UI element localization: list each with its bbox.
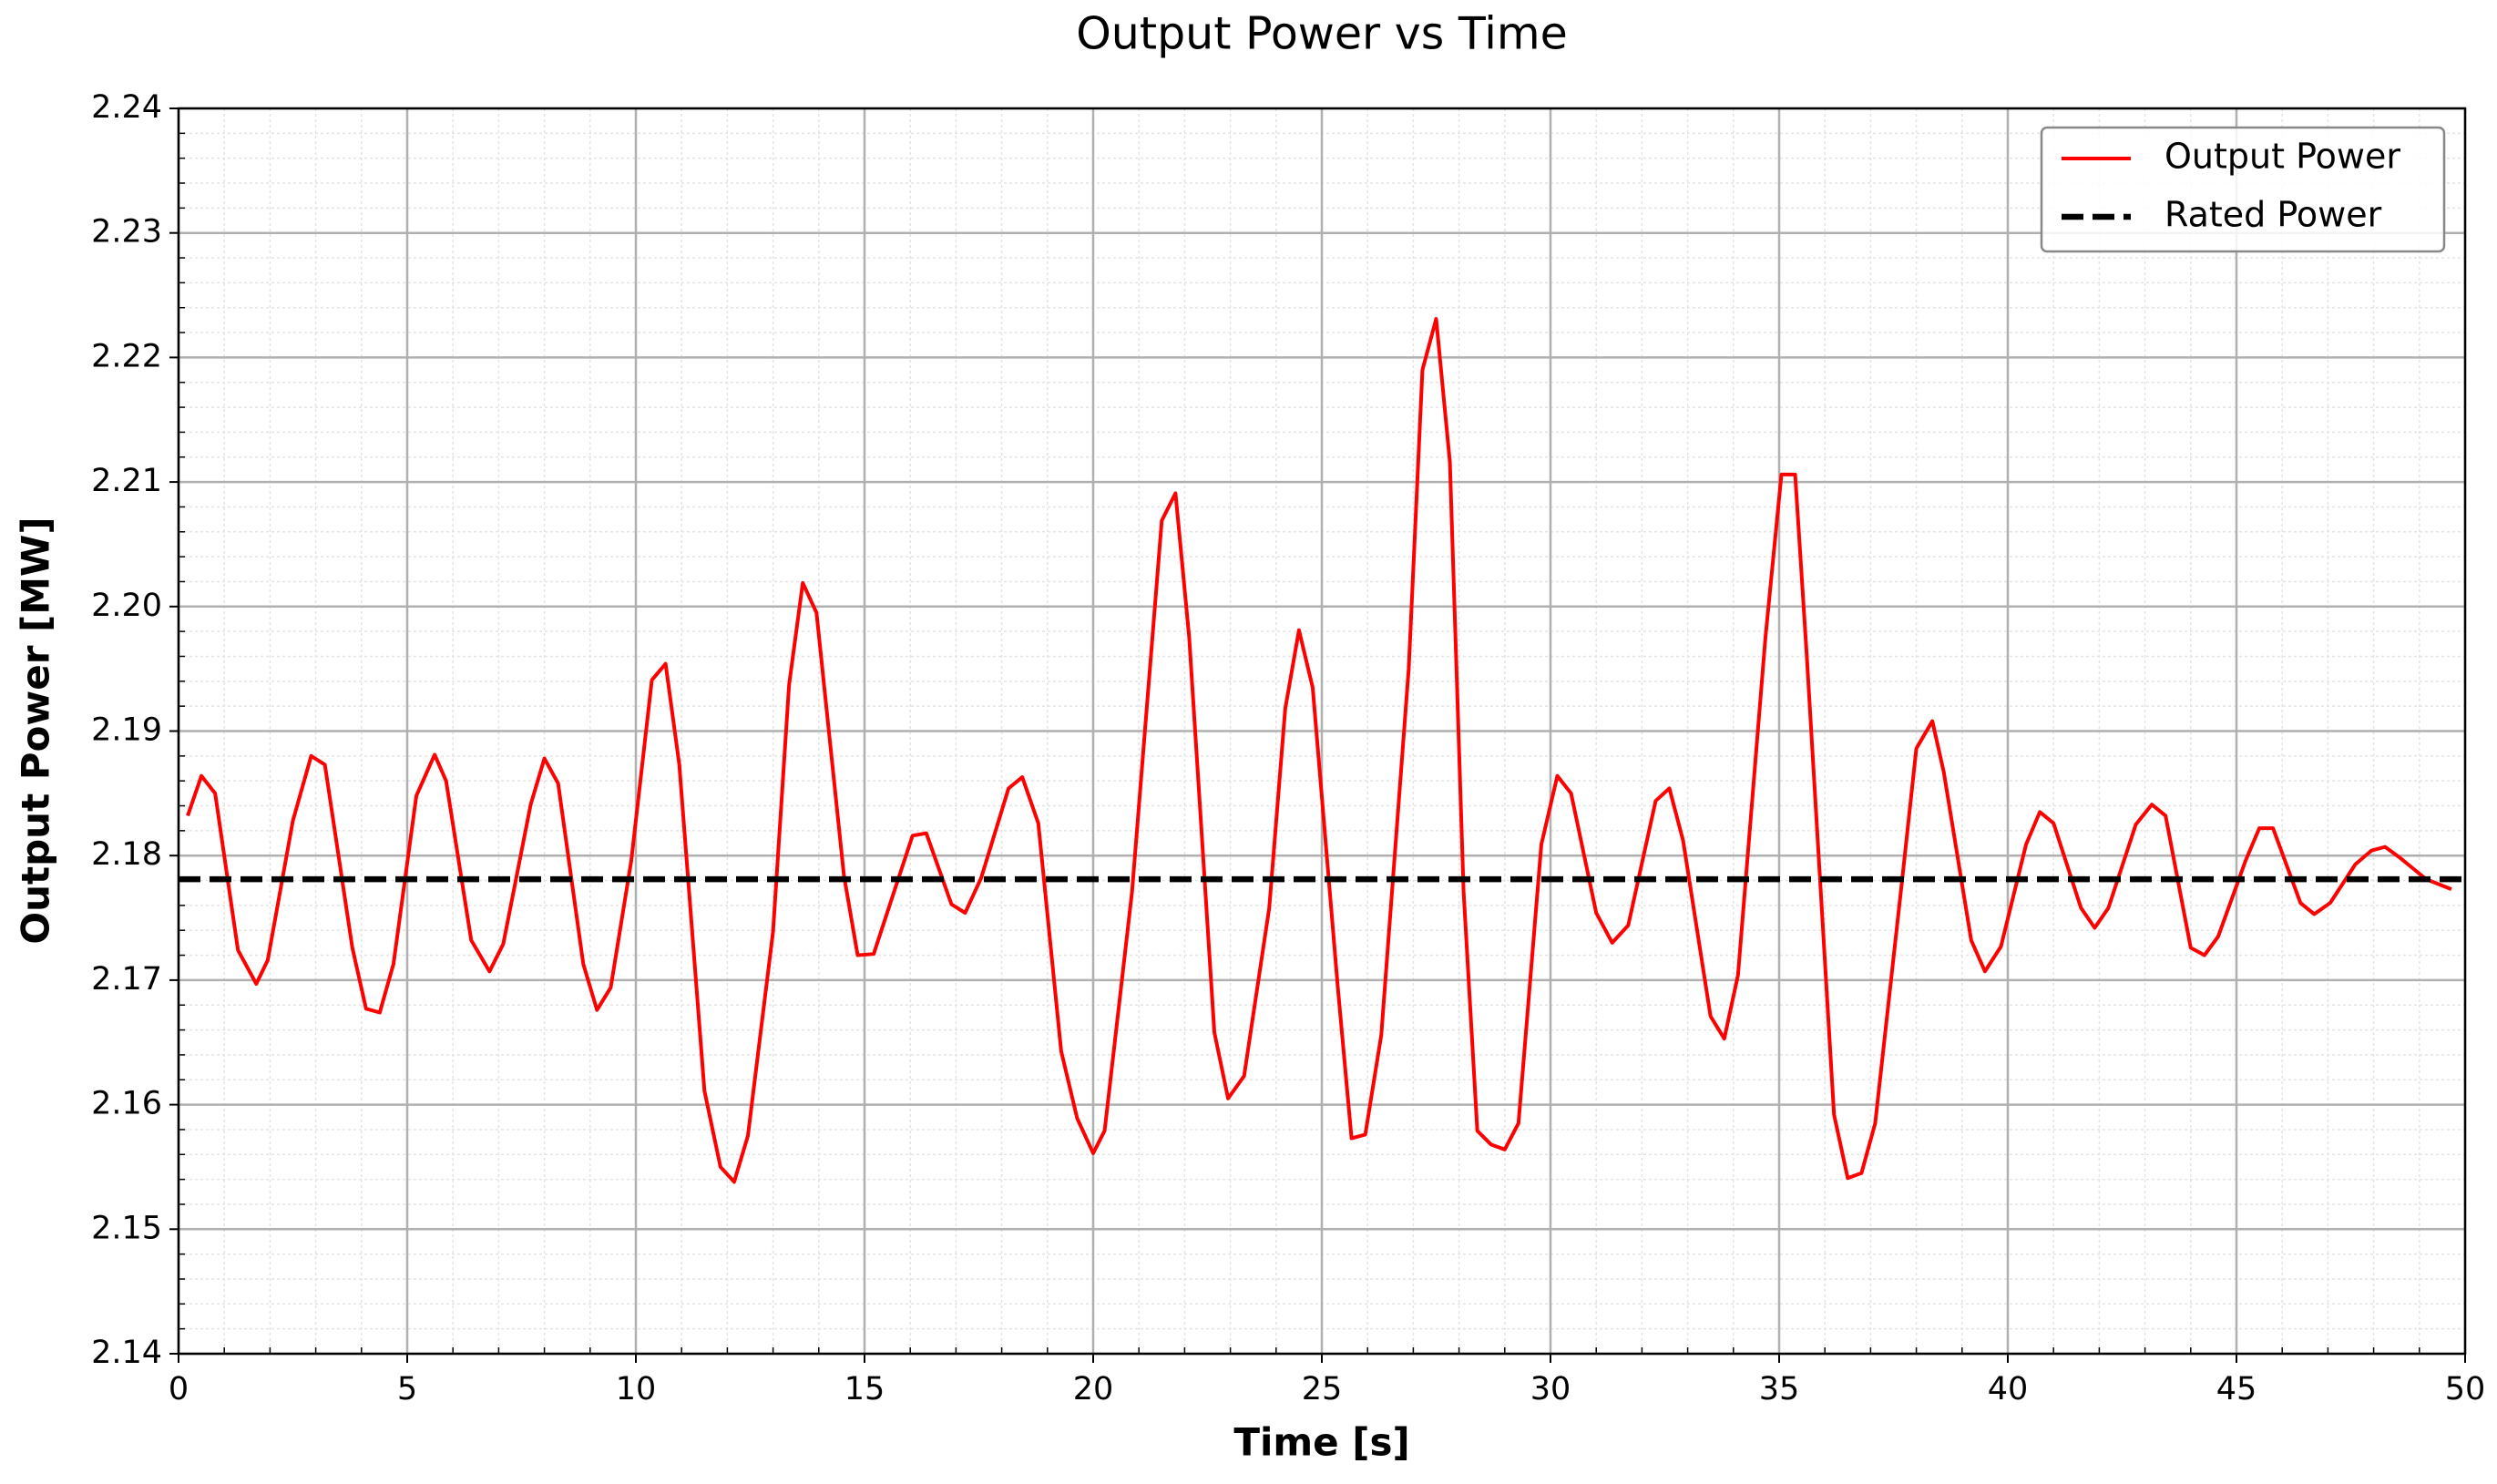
x-tick-label: 30 xyxy=(1530,1371,1571,1407)
x-tick-label: 5 xyxy=(397,1371,417,1407)
legend-label: Rated Power xyxy=(2164,195,2382,235)
y-tick-label: 2.20 xyxy=(91,588,162,624)
x-tick-label: 20 xyxy=(1073,1371,1114,1407)
plot-frame xyxy=(177,107,2467,1356)
x-tick-label: 0 xyxy=(169,1371,189,1407)
y-tick-label: 2.15 xyxy=(91,1210,162,1246)
x-tick-label: 50 xyxy=(2445,1371,2486,1407)
y-tick-label: 2.16 xyxy=(91,1086,162,1122)
chart-title: Output Power vs Time xyxy=(1076,8,1568,60)
x-tick-label: 35 xyxy=(1759,1371,1800,1407)
y-tick-label: 2.17 xyxy=(91,961,162,998)
y-tick-label: 2.19 xyxy=(91,712,162,749)
y-axis-label: Output Power [MW] xyxy=(14,517,58,944)
legend-label: Output Power xyxy=(2164,137,2400,177)
y-tick-label: 2.22 xyxy=(91,338,162,374)
x-tick-label: 15 xyxy=(844,1371,885,1407)
y-tick-label: 2.18 xyxy=(91,836,162,873)
y-tick-label: 2.21 xyxy=(91,463,162,499)
y-tick-label: 2.23 xyxy=(91,214,162,251)
x-tick-label: 40 xyxy=(1988,1371,2029,1407)
x-tick-label: 10 xyxy=(616,1371,657,1407)
y-tick-label: 2.24 xyxy=(91,89,162,126)
legend-box xyxy=(2040,126,2446,253)
x-tick-label: 45 xyxy=(2216,1371,2257,1407)
line-series xyxy=(186,317,2452,1184)
x-axis-label: Time [s] xyxy=(1233,1420,1409,1465)
y-tick-label: 2.14 xyxy=(91,1335,162,1371)
x-tick-label: 25 xyxy=(1302,1371,1343,1407)
